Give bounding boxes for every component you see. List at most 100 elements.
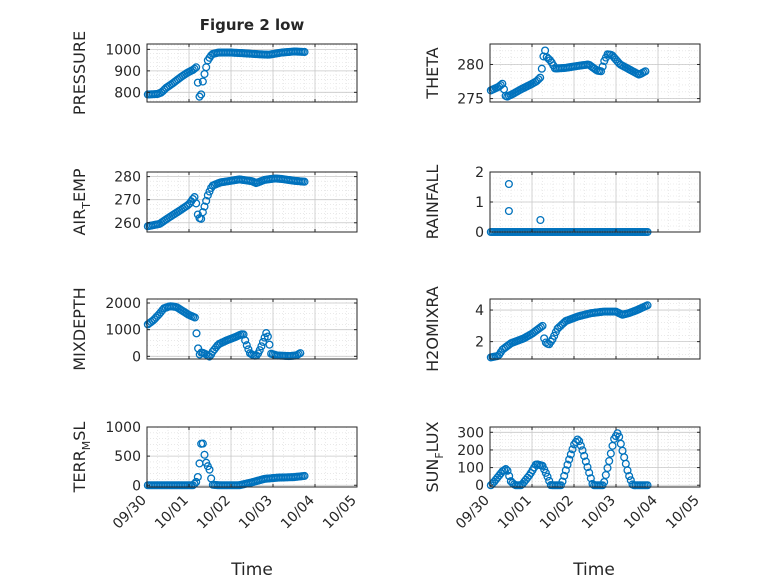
axes-box — [489, 298, 701, 360]
data-series — [143, 439, 309, 490]
axes-box — [146, 43, 358, 103]
data-point — [561, 466, 570, 475]
data-point — [625, 472, 634, 481]
y-tick-label: 260 — [114, 216, 141, 232]
data-point — [193, 472, 202, 482]
y-axis-label: SUNFLUX — [423, 421, 446, 492]
data-point — [504, 206, 513, 216]
axes-box — [489, 426, 701, 488]
data-point — [200, 450, 209, 459]
y-tick-label: 275 — [457, 92, 484, 108]
y-tick-label: 280 — [457, 57, 484, 73]
data-point — [643, 301, 652, 310]
y-tick-label: 0 — [475, 225, 484, 241]
data-series — [143, 174, 309, 231]
data-point — [543, 472, 552, 481]
y-axis-label: AIRTEMP — [70, 168, 93, 235]
y-tick-label: 1000 — [105, 42, 141, 58]
y-axis-label: H2OMIXRA — [423, 286, 442, 372]
data-point — [534, 75, 543, 84]
data-point — [192, 477, 201, 487]
data-point — [193, 78, 202, 87]
data-series — [486, 46, 650, 101]
data-point — [536, 215, 545, 225]
data-point — [598, 62, 607, 71]
data-point — [190, 313, 199, 322]
y-tick-label: 270 — [114, 193, 141, 209]
data-point — [580, 451, 589, 460]
data-point — [265, 340, 274, 349]
data-point — [300, 47, 309, 56]
y-tick-label: 4 — [475, 303, 484, 319]
data-point — [585, 468, 594, 477]
axes-box — [146, 298, 358, 360]
y-axis-label: THETA — [423, 47, 442, 99]
axes-box — [489, 43, 701, 103]
data-point — [258, 337, 268, 346]
data-point — [583, 463, 592, 472]
subplot-1: 800 900 1000 PRESSURE — [70, 31, 358, 115]
subplot-3: 260 270 280 AIRTEMP — [70, 168, 358, 236]
data-point — [573, 435, 582, 444]
data-series — [143, 302, 305, 361]
y-tick-label: 2000 — [105, 296, 141, 312]
y-tick-label: 0 — [132, 349, 141, 365]
subplot-5: 0 1000 2000 MIXDEPTH — [70, 287, 358, 371]
data-point — [558, 477, 567, 486]
data-point — [568, 445, 577, 454]
x-axis-label-right: Time — [572, 560, 615, 580]
data-point — [575, 437, 584, 446]
axes-box — [146, 171, 358, 233]
data-point — [190, 64, 199, 73]
data-point — [623, 466, 632, 475]
y-tick-label: 2 — [475, 335, 484, 351]
data-point — [581, 457, 590, 466]
data-point — [198, 77, 207, 86]
y-tick-label: 0 — [475, 478, 484, 494]
data-point — [563, 460, 572, 469]
data-point — [242, 341, 251, 350]
data-point — [300, 471, 309, 480]
y-axis-label: PRESSURE — [70, 31, 89, 115]
data-point — [556, 481, 565, 490]
y-tick-label: 2 — [475, 165, 484, 181]
data-point — [641, 67, 650, 76]
data-point — [576, 441, 585, 450]
data-point — [605, 456, 614, 466]
y-tick-label: 500 — [114, 449, 141, 465]
data-point — [586, 474, 595, 483]
data-point — [257, 342, 266, 351]
data-point — [596, 67, 606, 76]
data-point — [498, 79, 507, 88]
y-tick-label: 1000 — [105, 323, 141, 339]
data-point — [241, 336, 250, 345]
y-tick-label: 280 — [114, 170, 141, 186]
data-point — [263, 332, 272, 341]
y-tick-label: 300 — [457, 425, 484, 441]
y-tick-label: 100 — [457, 461, 484, 477]
figure-title: Figure 2 low — [200, 16, 305, 34]
data-point — [192, 63, 201, 72]
data-point — [202, 196, 211, 205]
data-point — [550, 331, 559, 340]
subplot-6: 2 4 H2OMIXRA — [423, 286, 701, 372]
data-point — [500, 466, 509, 475]
data-point — [504, 179, 513, 189]
data-point — [643, 481, 652, 490]
data-point — [541, 468, 550, 477]
data-point — [300, 177, 309, 186]
data-point — [501, 465, 510, 474]
y-tick-label: 200 — [457, 443, 484, 459]
y-tick-label: 900 — [114, 64, 141, 80]
y-axis-label: RAINFALL — [423, 165, 442, 240]
data-point — [200, 202, 209, 211]
data-point — [560, 471, 569, 480]
data-point — [505, 471, 514, 481]
data-series — [486, 301, 652, 362]
y-tick-label: 1000 — [105, 420, 141, 436]
data-point — [578, 446, 587, 455]
data-point — [192, 329, 201, 338]
